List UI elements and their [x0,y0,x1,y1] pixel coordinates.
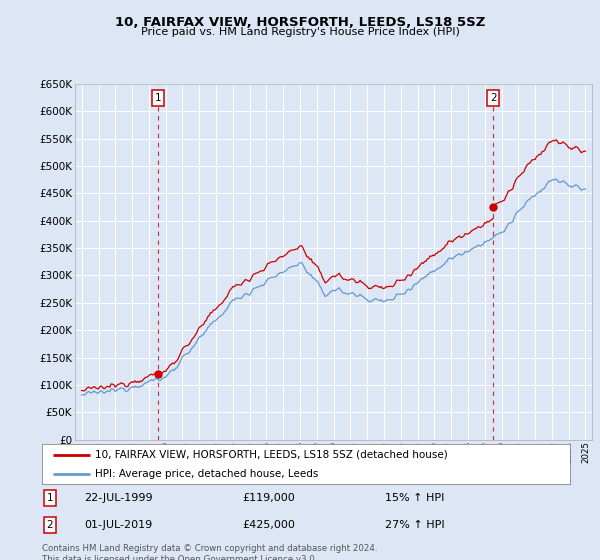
Text: Price paid vs. HM Land Registry's House Price Index (HPI): Price paid vs. HM Land Registry's House … [140,27,460,38]
Text: 1: 1 [47,493,53,503]
Text: 27% ↑ HPI: 27% ↑ HPI [385,520,445,530]
Text: 01-JUL-2019: 01-JUL-2019 [84,520,152,530]
Text: Contains HM Land Registry data © Crown copyright and database right 2024.
This d: Contains HM Land Registry data © Crown c… [42,544,377,560]
Text: 2: 2 [490,92,496,102]
Text: 10, FAIRFAX VIEW, HORSFORTH, LEEDS, LS18 5SZ (detached house): 10, FAIRFAX VIEW, HORSFORTH, LEEDS, LS18… [95,450,448,460]
Text: HPI: Average price, detached house, Leeds: HPI: Average price, detached house, Leed… [95,469,318,479]
Text: 2: 2 [47,520,53,530]
Text: 1: 1 [155,92,161,102]
Text: 10, FAIRFAX VIEW, HORSFORTH, LEEDS, LS18 5SZ: 10, FAIRFAX VIEW, HORSFORTH, LEEDS, LS18… [115,16,485,29]
Text: £119,000: £119,000 [242,493,295,503]
Text: 22-JUL-1999: 22-JUL-1999 [84,493,153,503]
Text: £425,000: £425,000 [242,520,296,530]
Text: 15% ↑ HPI: 15% ↑ HPI [385,493,445,503]
